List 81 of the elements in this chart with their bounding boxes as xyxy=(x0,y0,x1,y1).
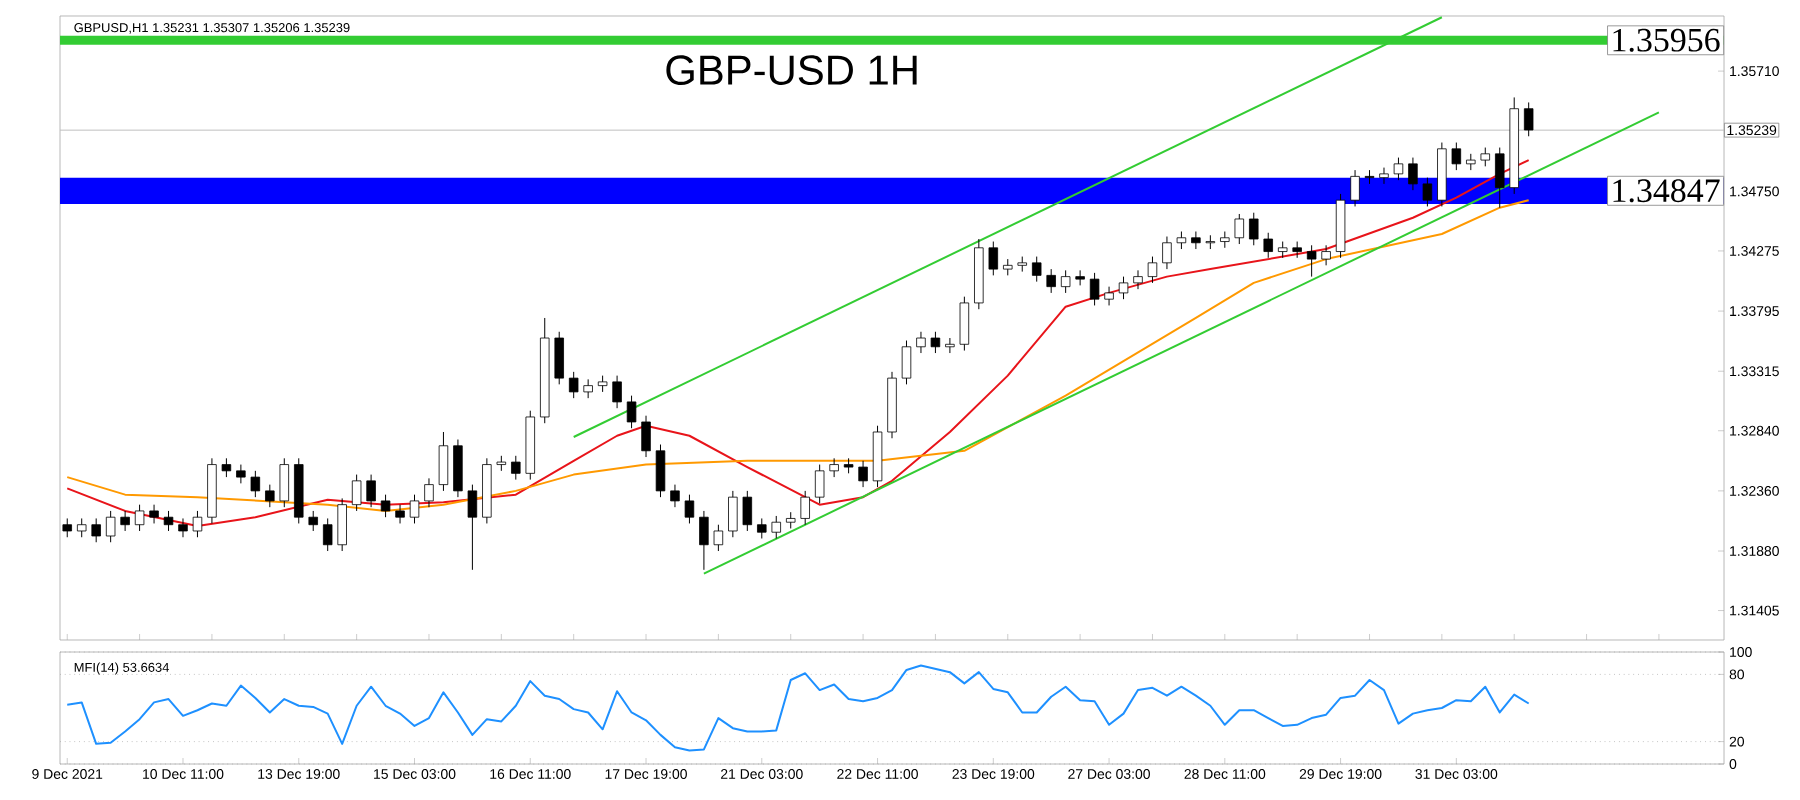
candlestick xyxy=(757,517,767,539)
candlestick xyxy=(105,510,116,543)
candlestick xyxy=(1350,169,1360,207)
candlestick xyxy=(1075,269,1085,286)
candlestick xyxy=(178,517,188,538)
candlestick xyxy=(1451,142,1462,171)
candlestick xyxy=(395,504,405,524)
candlestick xyxy=(511,455,521,481)
candlestick xyxy=(250,470,261,498)
candlestick xyxy=(163,510,174,532)
candlestick xyxy=(279,457,290,508)
candlestick xyxy=(424,477,434,508)
candlestick xyxy=(858,460,868,488)
candlestick xyxy=(380,494,391,518)
candlestick xyxy=(1162,236,1172,270)
candlestick xyxy=(1263,232,1273,259)
candlestick xyxy=(916,331,926,354)
candlestick xyxy=(236,464,246,484)
candlestick xyxy=(1147,256,1158,284)
candlestick xyxy=(366,474,376,508)
candlestick xyxy=(1249,212,1259,246)
candlestick xyxy=(1234,213,1245,245)
candlestick xyxy=(713,524,724,552)
candlestick xyxy=(453,439,463,498)
candlestick xyxy=(988,241,999,276)
candlestick xyxy=(959,296,970,352)
candlestick xyxy=(583,378,593,399)
candlestick xyxy=(1379,167,1389,185)
candlestick xyxy=(626,395,637,429)
candlestick xyxy=(670,484,680,508)
candlestick xyxy=(800,490,810,526)
candlestick xyxy=(76,517,87,538)
candlestick xyxy=(337,497,347,552)
candlestick xyxy=(699,510,709,571)
candlestick xyxy=(1422,177,1433,207)
candlestick xyxy=(945,337,955,354)
candlestick xyxy=(120,510,130,532)
candlestick xyxy=(1133,269,1143,290)
candlestick xyxy=(308,510,318,532)
candlestick xyxy=(351,474,362,512)
candlestick xyxy=(1031,256,1042,283)
candlestick xyxy=(742,490,753,532)
candlestick xyxy=(1306,244,1317,278)
candlestick xyxy=(322,517,333,552)
candlestick xyxy=(612,375,622,409)
candlestick xyxy=(467,484,478,571)
candlestick xyxy=(1060,269,1071,294)
candlestick xyxy=(409,494,420,524)
candlestick xyxy=(771,515,781,539)
candlestick xyxy=(684,494,695,524)
band-label: 1.34847 xyxy=(1613,179,1720,203)
candlestick xyxy=(438,431,449,492)
candlestick xyxy=(1046,268,1056,294)
candlestick xyxy=(901,340,912,385)
candlestick xyxy=(1408,157,1418,191)
candlestick xyxy=(1191,231,1201,250)
candlestick xyxy=(829,457,839,478)
candlestick xyxy=(265,484,275,508)
text: GBP-USD 1H xyxy=(666,55,917,85)
candlestick xyxy=(91,517,101,543)
candlestick xyxy=(814,464,825,504)
candlestick xyxy=(1089,272,1100,306)
candlestick xyxy=(728,490,738,538)
candlestick xyxy=(149,504,159,524)
candlestick xyxy=(655,444,666,498)
candlestick xyxy=(1118,276,1129,300)
ref-line-label: 1.35956 xyxy=(1613,28,1720,52)
candlestick xyxy=(641,415,651,458)
candlestick xyxy=(62,517,72,538)
candlestick xyxy=(221,457,232,478)
candlestick xyxy=(1523,101,1534,137)
candlestick xyxy=(1393,157,1404,181)
candlestick xyxy=(930,331,941,354)
candlestick xyxy=(1495,147,1505,209)
candlestick xyxy=(554,331,564,385)
candlestick xyxy=(568,371,579,399)
candlestick xyxy=(134,504,145,532)
candlestick xyxy=(1480,147,1491,167)
candlestick xyxy=(1104,286,1114,306)
candlestick xyxy=(192,510,203,538)
candlestick xyxy=(1321,244,1331,266)
